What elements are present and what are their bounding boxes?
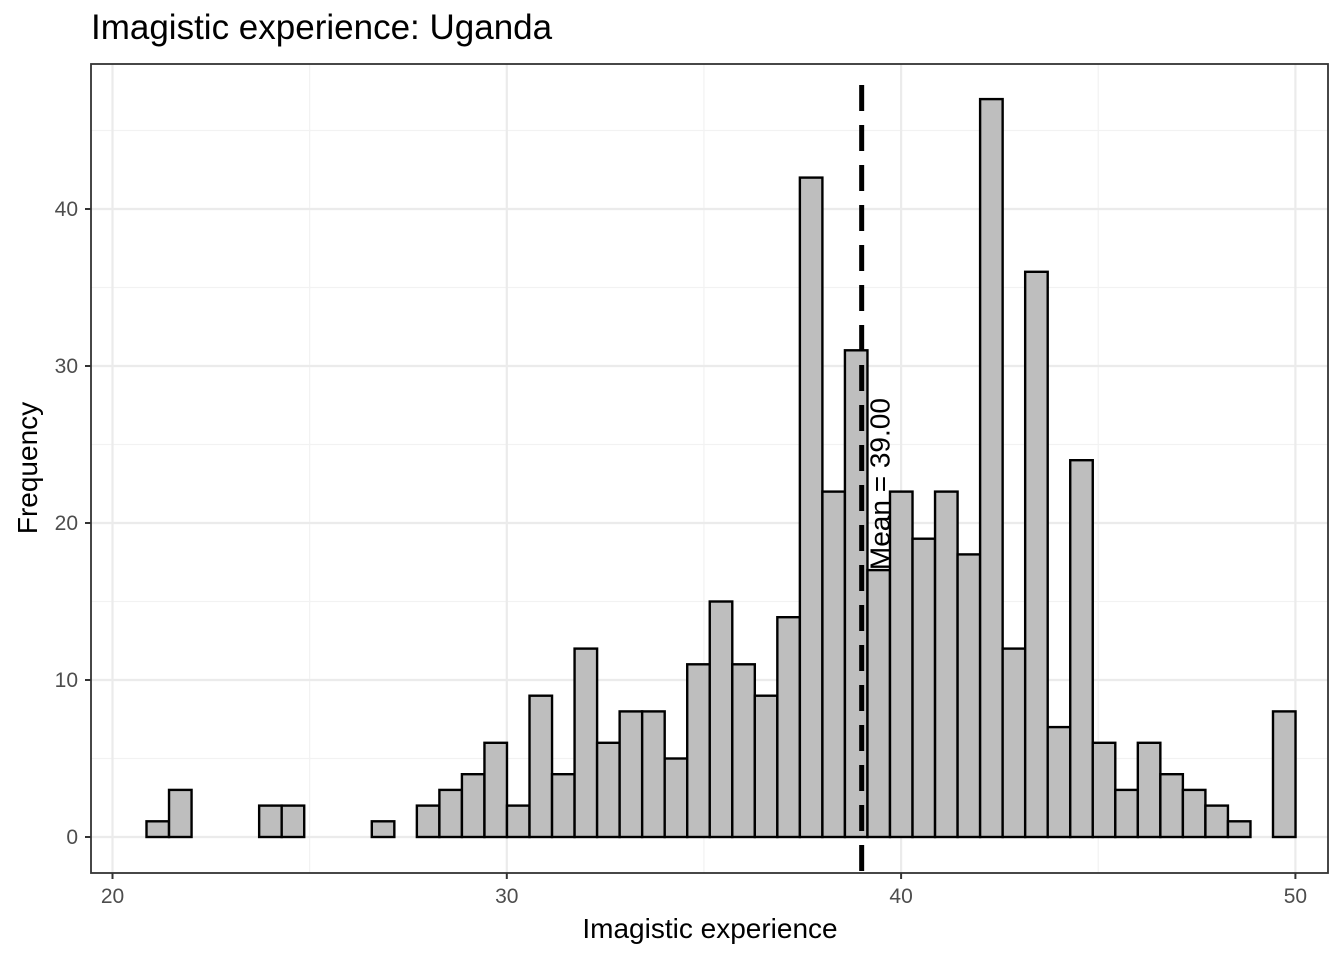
histogram-bar (978, 97, 1004, 839)
mean-label: Mean = 39.00 (865, 398, 896, 570)
y-tick-label: 10 (55, 669, 78, 692)
histogram-bar (528, 694, 554, 839)
x-axis: 20 30 40 50 (101, 873, 1307, 908)
histogram-bar (956, 553, 982, 839)
histogram-bar (1001, 647, 1027, 839)
x-tick-label: 30 (495, 885, 518, 908)
histogram-bar (1226, 820, 1252, 839)
histogram-bar (550, 773, 576, 839)
histogram-bar (145, 820, 171, 839)
histogram-bar (686, 663, 711, 839)
histogram-bar (821, 490, 847, 839)
histogram-bar (1204, 804, 1230, 839)
histogram-bar (257, 804, 283, 839)
histogram-bar (595, 741, 621, 839)
histogram-bar (483, 741, 509, 839)
histogram-bar (438, 788, 464, 839)
histogram-bar (708, 600, 734, 839)
histogram-bar (167, 788, 193, 839)
x-axis-title: Imagistic experience (582, 913, 837, 944)
histogram-bar (1023, 270, 1049, 839)
x-tick-label: 40 (889, 885, 912, 908)
histogram-bar (460, 773, 486, 839)
histogram-bar (663, 757, 689, 839)
histogram-bar (1114, 788, 1140, 839)
histogram-bar (1091, 741, 1117, 839)
histogram-bar (415, 804, 441, 839)
histogram-bar (866, 568, 892, 839)
histogram-bar (573, 647, 599, 839)
histogram-bar (776, 616, 802, 839)
histogram-bar (753, 694, 779, 839)
y-axis-title: Frequency (12, 402, 43, 534)
histogram-bar (280, 804, 306, 839)
y-tick-label: 40 (55, 198, 78, 221)
histogram-bar (640, 710, 666, 839)
histogram-bar (1069, 459, 1094, 839)
histogram-bar (933, 490, 959, 839)
chart-title: Imagistic experience: Uganda (91, 8, 553, 47)
histogram-bar (618, 710, 644, 839)
histogram-bar (1136, 741, 1162, 839)
panel-border (90, 63, 1329, 874)
y-tick-label: 0 (66, 826, 78, 849)
y-tick-label: 20 (55, 512, 78, 535)
y-tick-label: 30 (55, 355, 78, 378)
histogram-bar (1271, 710, 1297, 839)
x-tick-label: 50 (1284, 885, 1307, 908)
histogram-bar (911, 537, 937, 839)
x-tick-label: 20 (101, 885, 124, 908)
y-axis: 0 10 20 30 40 (55, 198, 91, 849)
histogram-bar (731, 663, 757, 839)
histogram-bar (370, 820, 396, 839)
histogram-bar (1046, 725, 1072, 839)
bars (145, 97, 1297, 839)
histogram-bar (798, 176, 824, 839)
histogram-bar (505, 804, 531, 839)
histogram-bar (1181, 788, 1207, 839)
histogram-bar (1159, 773, 1185, 839)
